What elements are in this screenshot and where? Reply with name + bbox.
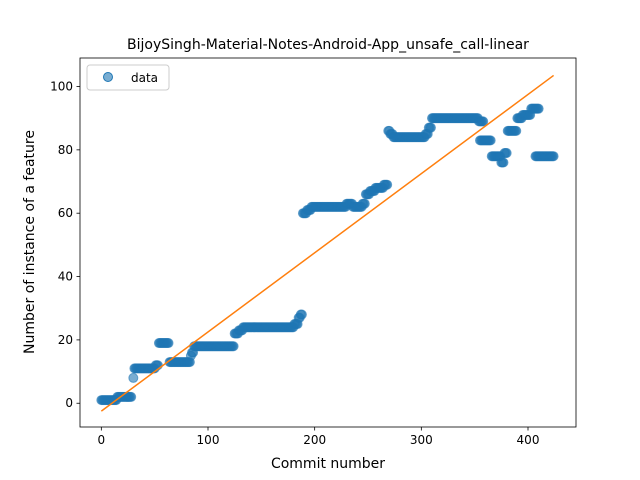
y-tick-label: 100 — [50, 80, 73, 94]
data-point — [485, 135, 496, 146]
legend: data — [86, 64, 170, 91]
data-point — [548, 151, 559, 162]
data-point — [425, 122, 436, 133]
chart-title: BijoySingh-Material-Notes-Android-App_un… — [127, 37, 529, 53]
y-tick-label: 0 — [65, 396, 73, 410]
data-point — [296, 309, 307, 320]
x-axis: 0 100 200 300 400 — [98, 427, 540, 447]
data-point — [478, 116, 489, 127]
y-tick-label: 60 — [58, 206, 73, 220]
x-tick-label: 100 — [197, 433, 220, 447]
data-point — [511, 125, 522, 136]
y-tick-label: 80 — [58, 143, 73, 157]
data-point — [382, 179, 393, 190]
data-point — [126, 391, 137, 402]
legend-box — [86, 64, 170, 91]
data-point — [533, 103, 544, 114]
data-point — [128, 372, 139, 383]
data-point — [228, 341, 239, 352]
y-tick-label: 20 — [58, 333, 73, 347]
data-point — [498, 157, 509, 168]
data-point — [163, 338, 174, 349]
x-tick-label: 400 — [517, 433, 540, 447]
data-point — [501, 148, 512, 159]
y-tick-label: 40 — [58, 270, 73, 284]
fit-line — [100, 74, 555, 412]
x-axis-label: Commit number — [271, 456, 385, 472]
y-axis: 0 20 40 60 80 100 — [50, 80, 80, 410]
y-axis-label: Number of instance of a feature — [22, 130, 38, 354]
data-point — [359, 198, 370, 209]
axes-frame — [79, 57, 577, 428]
x-tick-label: 200 — [303, 433, 326, 447]
x-tick-label: 300 — [410, 433, 433, 447]
x-tick-label: 0 — [98, 433, 106, 447]
legend-marker-data — [103, 72, 113, 82]
plot-area — [96, 74, 559, 412]
legend-label-data: data — [131, 71, 158, 85]
